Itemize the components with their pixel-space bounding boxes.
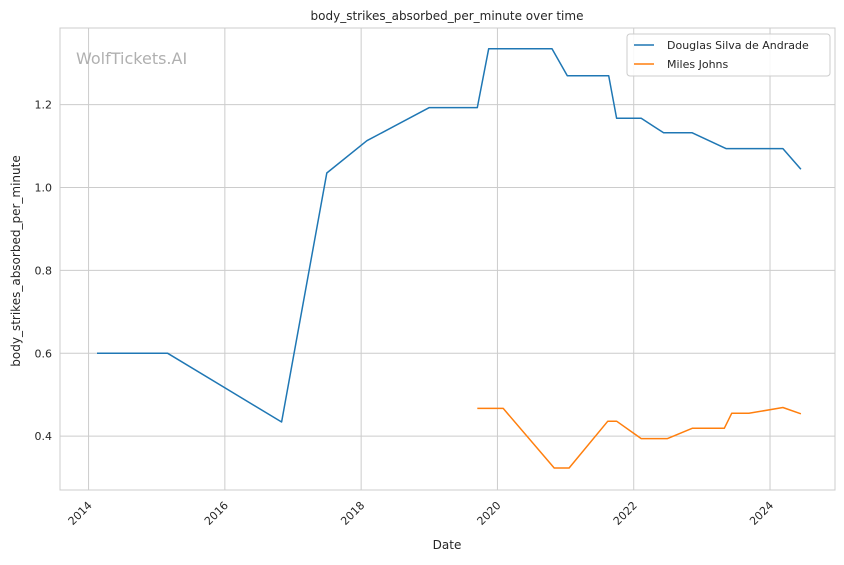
legend: Douglas Silva de Andrade Miles Johns [626,33,831,77]
series-line-1 [97,47,802,423]
plot-area-border [59,27,836,491]
y-axis-ticks: 0.4 0.6 0.8 1.0 1.2 [35,99,53,443]
y-tick-label: 0.4 [35,430,53,443]
chart-title: body_strikes_absorbed_per_minute over ti… [311,9,584,23]
series-line-2 [477,406,802,469]
legend-label: Douglas Silva de Andrade [667,39,809,52]
y-tick-label: 1.0 [35,182,53,195]
y-axis-label: body_strikes_absorbed_per_minute [9,155,23,366]
plot-frame [59,27,836,491]
y-tick-label: 0.6 [35,347,53,360]
x-axis-label: Date [433,538,462,552]
y-tick-label: 0.8 [35,264,53,277]
grid-lines [60,28,835,490]
series-lines [97,47,802,469]
watermark-text: WolfTickets.AI [76,49,187,68]
legend-label: Miles Johns [667,58,729,71]
y-tick-label: 1.2 [35,99,53,112]
legend-box [626,33,831,77]
